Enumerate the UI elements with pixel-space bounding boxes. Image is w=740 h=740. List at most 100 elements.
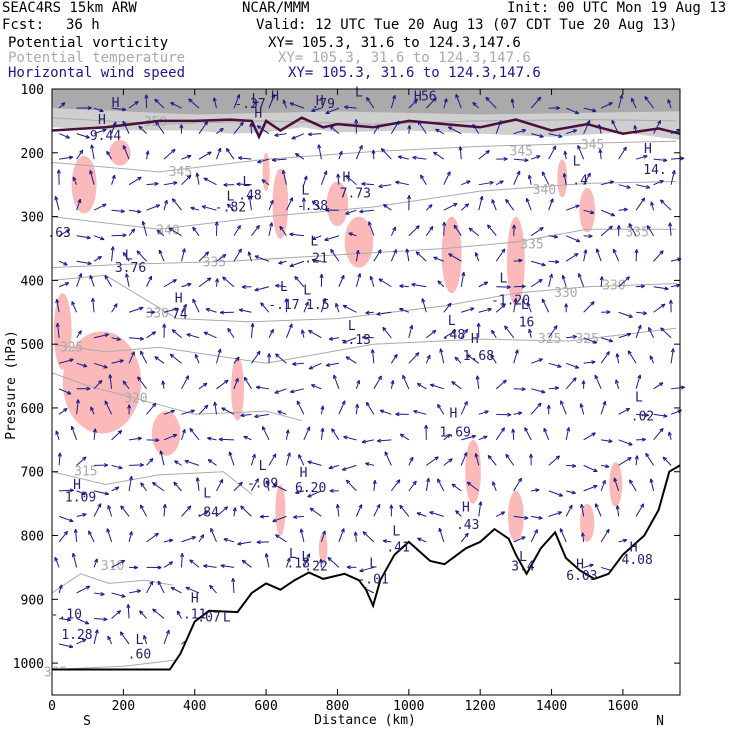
- wind-vector: [93, 129, 107, 135]
- wind-arrowhead: [641, 197, 646, 202]
- wind-arrowhead: [468, 227, 474, 232]
- wind-arrowhead: [376, 438, 382, 443]
- pv-extremum-label: .48: [238, 188, 261, 203]
- wind-vector: [296, 400, 305, 415]
- wind-vector: [111, 303, 118, 313]
- wind-arrowhead: [397, 155, 403, 160]
- theta-label: 330: [554, 286, 577, 301]
- wind-arrowhead: [358, 144, 363, 150]
- wind-vector: [390, 380, 394, 389]
- pv-extremum-label: L: [448, 314, 456, 329]
- wind-arrowhead: [504, 325, 509, 330]
- wind-arrowhead: [223, 182, 228, 187]
- wind-arrowhead: [577, 273, 582, 278]
- wind-arrowhead: [415, 251, 421, 256]
- wind-vector: [420, 174, 427, 185]
- wind-arrowhead: [247, 251, 252, 256]
- wind-arrowhead: [426, 477, 431, 483]
- wind-arrowhead: [218, 437, 223, 442]
- wind-vector: [120, 505, 130, 517]
- wind-arrowhead: [443, 98, 448, 103]
- wind-vector: [76, 260, 92, 265]
- wind-arrowhead: [615, 353, 620, 358]
- wind-vector: [146, 402, 157, 415]
- wind-arrowhead: [219, 478, 224, 484]
- forecast-hour: 36 h: [66, 17, 100, 33]
- wind-arrowhead: [476, 322, 481, 327]
- wind-arrowhead: [541, 171, 546, 176]
- wind-vector: [216, 506, 228, 517]
- wind-arrowhead: [319, 558, 324, 563]
- pv-extremum-label: -.01: [357, 572, 388, 587]
- wind-vector: [565, 427, 570, 440]
- wind-vector: [512, 428, 515, 440]
- wind-arrowhead: [588, 234, 593, 239]
- wind-arrowhead: [207, 151, 212, 156]
- wind-arrowhead: [466, 481, 472, 486]
- wind-arrowhead: [412, 480, 417, 486]
- wind-arrowhead: [133, 565, 138, 570]
- wind-vector: [670, 348, 674, 364]
- wind-arrowhead: [237, 541, 242, 546]
- wind-vector: [653, 303, 666, 313]
- wind-vector: [76, 456, 87, 466]
- wind-arrowhead: [130, 228, 136, 233]
- pv-extremum-label: H: [462, 500, 470, 515]
- wind-arrowhead: [670, 348, 675, 353]
- wind-vector: [627, 350, 637, 364]
- wind-arrowhead: [241, 559, 247, 564]
- wind-arrowhead: [396, 479, 401, 484]
- wind-arrowhead: [264, 553, 269, 558]
- wind-vector: [71, 301, 78, 313]
- wind-vector: [583, 249, 587, 262]
- wind-arrowhead: [111, 174, 116, 180]
- wind-arrowhead: [501, 303, 506, 309]
- wind-arrowhead: [219, 310, 225, 315]
- wind-arrowhead: [438, 527, 443, 533]
- wind-arrowhead: [57, 452, 62, 457]
- wind-arrowhead: [383, 203, 388, 209]
- pv-negative-region: [231, 356, 244, 421]
- wind-vector: [56, 299, 60, 313]
- wind-vector: [222, 276, 235, 288]
- wind-vector: [635, 503, 645, 517]
- wind-vector: [461, 180, 471, 186]
- pv-extremum-label: .4: [572, 174, 588, 189]
- wind-vector: [59, 489, 74, 492]
- wind-arrowhead: [168, 227, 173, 232]
- wind-vector: [122, 380, 130, 390]
- wind-arrowhead: [194, 353, 199, 359]
- wind-arrowhead: [664, 286, 669, 291]
- wind-arrowhead: [296, 400, 301, 405]
- wind-vector: [181, 553, 183, 568]
- wind-vector: [513, 515, 529, 519]
- wind-arrowhead: [140, 350, 144, 356]
- wind-vector: [59, 156, 73, 160]
- wind-arrowhead: [589, 210, 595, 215]
- wind-vector-layer: [54, 93, 686, 649]
- pv-extremum-label: 3.76: [115, 261, 146, 276]
- wind-vector: [583, 361, 596, 364]
- wind-vector: [636, 311, 647, 314]
- wind-arrowhead: [219, 127, 224, 133]
- wind-vector: [203, 565, 217, 568]
- wind-vector: [355, 145, 363, 160]
- wind-arrowhead: [236, 224, 241, 230]
- wind-arrowhead: [173, 181, 178, 186]
- wind-vector: [492, 481, 497, 492]
- wind-arrowhead: [269, 222, 274, 227]
- wind-vector: [372, 149, 375, 160]
- wind-arrowhead: [55, 430, 60, 435]
- pv-extremum-label: L: [301, 550, 309, 565]
- wind-arrowhead: [237, 248, 242, 253]
- pv-extremum-label: .84: [195, 505, 219, 520]
- wind-vector: [243, 376, 252, 390]
- wind-vector: [513, 170, 521, 185]
- wind-arrowhead: [98, 379, 103, 385]
- wind-arrowhead: [628, 441, 633, 446]
- wind-arrowhead: [506, 285, 511, 290]
- wind-arrowhead: [535, 488, 540, 493]
- wind-arrowhead: [358, 504, 363, 509]
- wind-arrowhead: [574, 364, 580, 369]
- wind-vector: [373, 480, 376, 491]
